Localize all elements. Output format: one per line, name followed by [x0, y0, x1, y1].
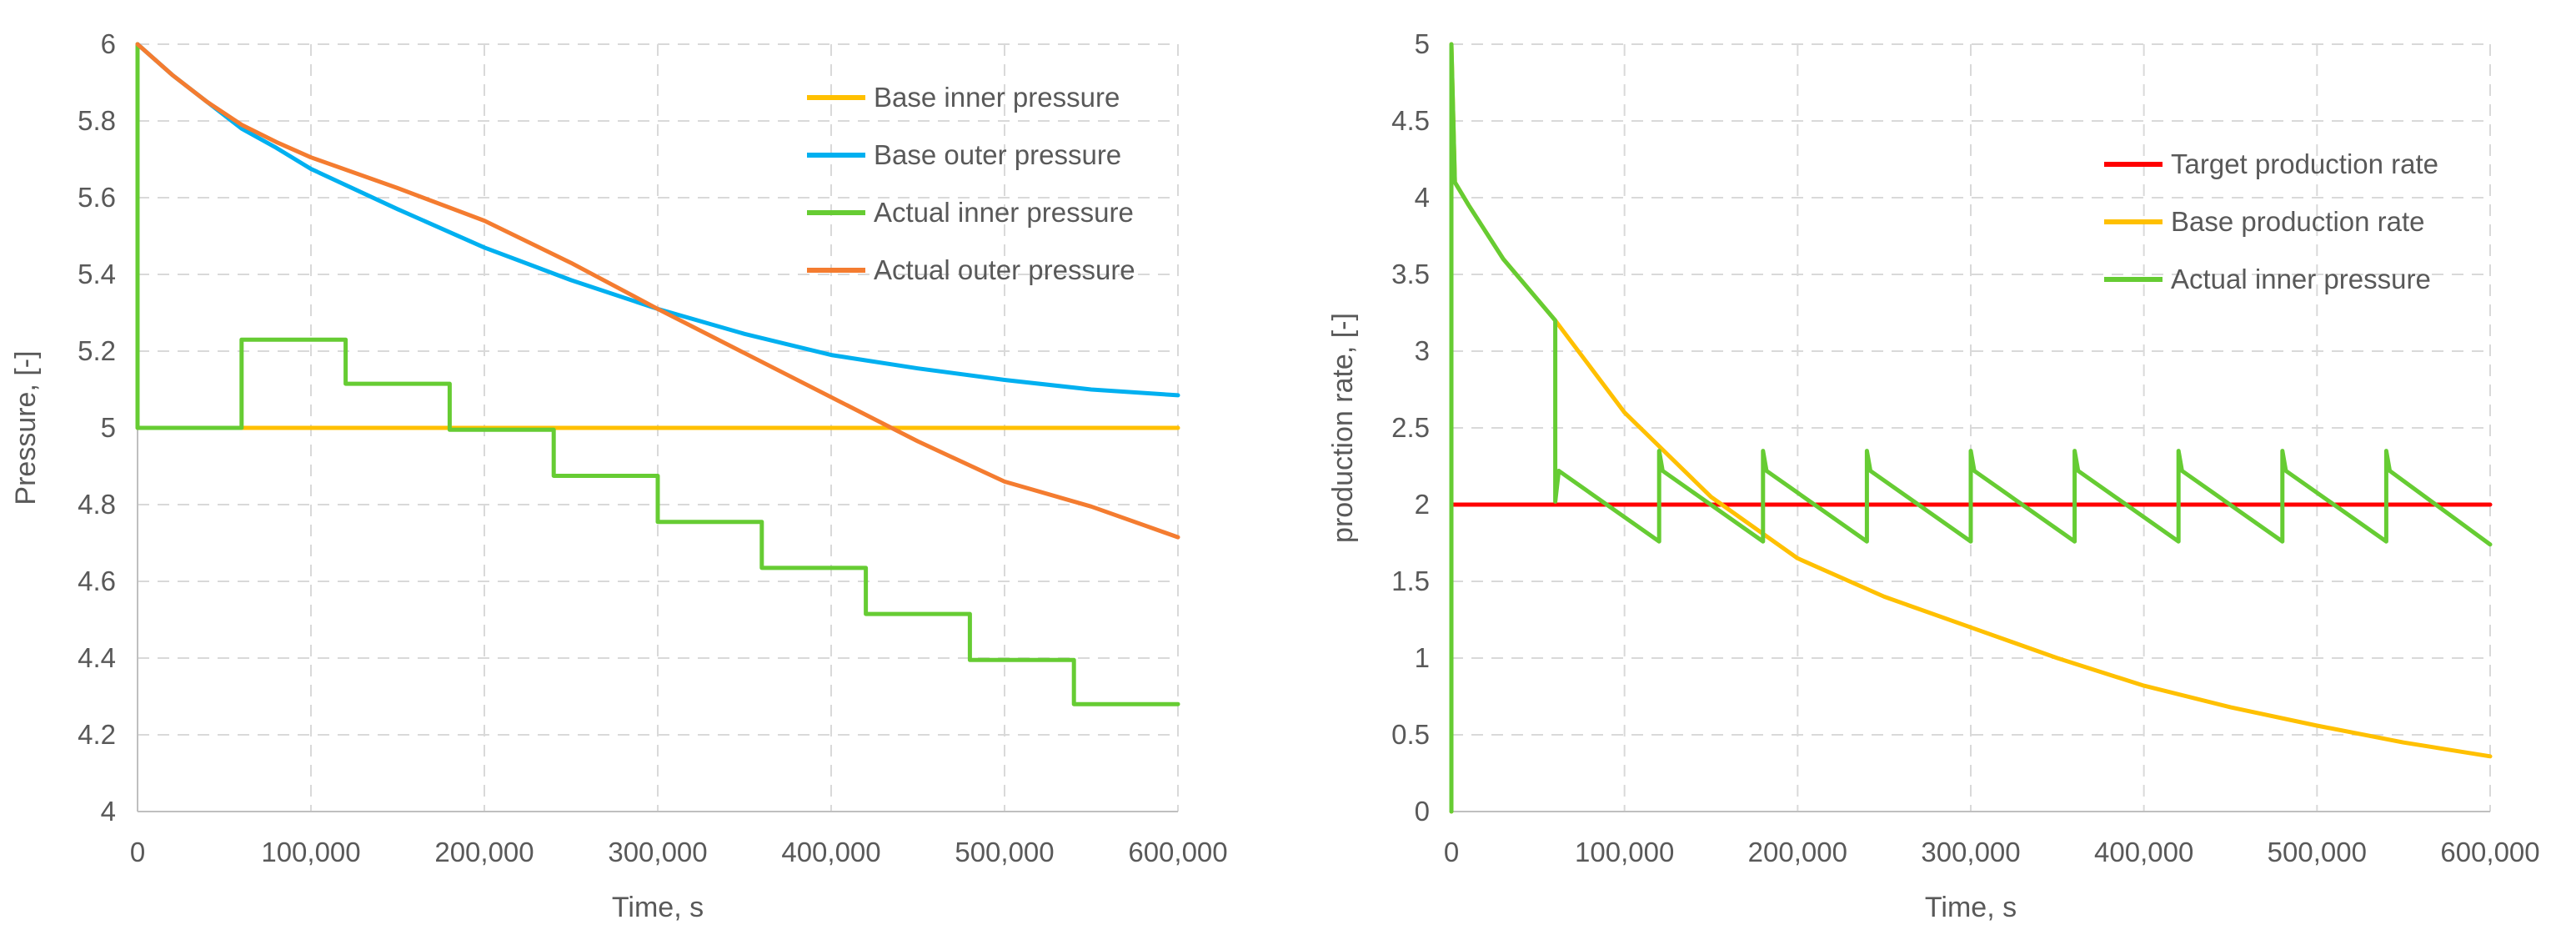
rate-xtick-label: 500,000 — [2268, 837, 2367, 867]
rate-x-axis-label: Time, s — [1925, 892, 2017, 923]
production-rate-chart: 0 0.5 1 1.5 2 2.5 3 3.5 4 4.5 5 0 100,000 200,000 300,… — [1327, 28, 2540, 923]
rate-series-actual-inner-pressure — [1449, 42, 2493, 814]
rate-xtick-label: 200,000 — [1748, 837, 1847, 867]
pressure-ytick-label: 4.8 — [78, 489, 116, 520]
pressure-ytick-label: 5.2 — [78, 335, 116, 366]
pressure-ytick-label: 5.8 — [78, 105, 116, 136]
pressure-legend-label: Actual outer pressure — [874, 254, 1135, 285]
pressure-ytick-label: 5.6 — [78, 182, 116, 213]
rate-xtick-label: 300,000 — [1921, 837, 2020, 867]
pressure-legend-label: Actual inner pressure — [874, 197, 1134, 228]
pressure-ytick-label: 5.4 — [78, 259, 116, 289]
rate-xtick-label: 400,000 — [2094, 837, 2193, 867]
pressure-legend-label: Base inner pressure — [874, 82, 1120, 113]
pressure-y-axis-label: Pressure, [-] — [10, 350, 42, 505]
rate-ytick-label: 1 — [1415, 642, 1430, 673]
rate-xtick-label: 0 — [1444, 837, 1459, 867]
pressure-legend-label: Base outer pressure — [874, 139, 1121, 170]
rate-ytick-label: 2 — [1415, 489, 1430, 520]
pressure-ytick-label: 6 — [101, 28, 116, 59]
rate-ytick-label: 0.5 — [1391, 719, 1430, 750]
pressure-xtick-label: 400,000 — [781, 837, 880, 867]
pressure-xtick-label: 500,000 — [955, 837, 1054, 867]
pressure-xtick-label: 300,000 — [608, 837, 707, 867]
pressure-ytick-label: 4.6 — [78, 565, 116, 596]
pressure-chart: 4 4.2 4.4 4.6 4.8 5 5.2 5.4 5.6 5.8 6 0 100,000 200,0… — [10, 28, 1228, 923]
rate-legend-label: Target production rate — [2171, 148, 2438, 179]
pressure-series-actual-outer-pressure — [135, 42, 1180, 540]
rate-ytick-label: 4 — [1415, 182, 1430, 213]
rate-y-axis-label: production rate, [-] — [1327, 313, 1359, 543]
rate-xtick-label: 100,000 — [1575, 837, 1674, 867]
pressure-ytick-label: 5 — [101, 412, 116, 443]
pressure-series-actual-inner-pressure — [135, 42, 1180, 706]
pressure-xtick-label: 0 — [130, 837, 145, 867]
rate-ytick-label: 0 — [1415, 796, 1430, 827]
rate-ytick-label: 1.5 — [1391, 565, 1430, 596]
rate-ytick-label: 5 — [1415, 28, 1430, 59]
rate-ytick-label: 3.5 — [1391, 259, 1430, 289]
rate-legend-label: Base production rate — [2171, 206, 2425, 237]
rate-ytick-label: 3 — [1415, 335, 1430, 366]
pressure-ytick-label: 4 — [101, 796, 116, 827]
rate-ytick-label: 2.5 — [1391, 412, 1430, 443]
pressure-xtick-label: 100,000 — [261, 837, 360, 867]
pressure-x-axis-label: Time, s — [612, 892, 704, 923]
rate-legend-label: Actual inner pressure — [2171, 264, 2431, 294]
pressure-xtick-label: 200,000 — [434, 837, 534, 867]
rate-xtick-label: 600,000 — [2440, 837, 2539, 867]
rate-ytick-label: 4.5 — [1391, 105, 1430, 136]
pressure-ytick-label: 4.4 — [78, 642, 116, 673]
pressure-xtick-label: 600,000 — [1128, 837, 1227, 867]
pressure-ytick-label: 4.2 — [78, 719, 116, 750]
